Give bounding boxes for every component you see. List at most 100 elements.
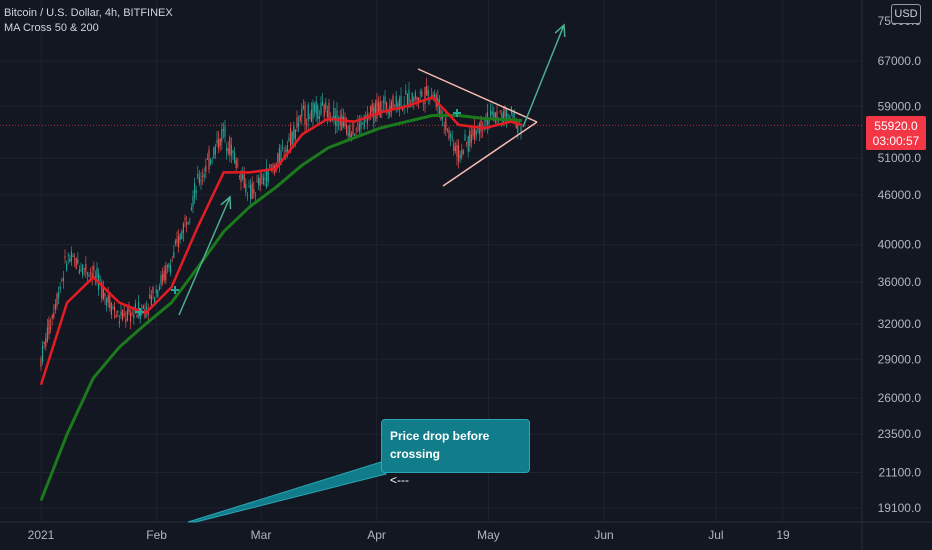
candle-body xyxy=(333,107,335,120)
candle-body xyxy=(285,149,287,152)
candle-body xyxy=(438,99,440,115)
candle-body xyxy=(346,124,348,134)
candle-body xyxy=(314,104,316,112)
candle-body xyxy=(163,270,165,280)
candle-body xyxy=(320,102,322,115)
candle-body xyxy=(154,297,156,303)
candle-body xyxy=(475,130,477,135)
annotation-callout[interactable]: Price drop before crossing <--- xyxy=(381,419,530,487)
candle-body xyxy=(208,149,210,170)
candle-body xyxy=(322,101,324,106)
candle-body xyxy=(424,86,426,104)
bar-countdown: 03:00:57 xyxy=(872,134,920,148)
candle-body xyxy=(261,174,263,178)
candle-body xyxy=(64,256,66,258)
candle-body xyxy=(288,137,290,141)
candle-body xyxy=(176,238,178,243)
candle-body xyxy=(426,85,428,96)
current-price-label: 55920.0 03:00:57 xyxy=(866,116,926,150)
candle-body xyxy=(358,123,360,132)
candle-body xyxy=(467,136,469,152)
candle-body xyxy=(166,265,168,267)
candle-body xyxy=(221,129,223,142)
price-tick-label: 36000.0 xyxy=(878,275,922,289)
candle-body xyxy=(198,177,200,184)
candle-body xyxy=(512,112,514,118)
candle-body xyxy=(99,279,101,281)
candle-body xyxy=(413,97,415,102)
candle-body xyxy=(126,310,128,321)
candle-body xyxy=(48,319,50,335)
candle-body xyxy=(318,116,320,119)
candle-body xyxy=(309,117,311,119)
candle-body xyxy=(136,315,138,318)
candle-body xyxy=(238,176,240,177)
candle-body xyxy=(226,148,228,151)
candle-body xyxy=(451,137,453,139)
candle-body xyxy=(82,264,84,275)
candle-body xyxy=(466,142,468,143)
candle-body xyxy=(494,112,496,123)
candle-body xyxy=(112,307,114,310)
currency-button[interactable]: USD xyxy=(891,4,921,24)
candle-body xyxy=(85,263,87,272)
candle-body xyxy=(362,123,364,124)
candle-body xyxy=(195,190,197,194)
candle-body xyxy=(230,144,232,157)
candle-body xyxy=(472,129,474,137)
candle-body xyxy=(254,194,256,196)
candle-body xyxy=(448,129,450,139)
candle-body xyxy=(142,305,144,309)
candle-body xyxy=(269,164,271,168)
candle-body xyxy=(246,196,248,198)
candle-body xyxy=(264,178,266,180)
candle-body xyxy=(210,160,212,165)
candle-body xyxy=(157,290,159,297)
time-tick-label: 19 xyxy=(776,528,790,542)
candle-body xyxy=(250,184,252,200)
annotation-arrow-text: <--- xyxy=(390,473,409,487)
candle-body xyxy=(379,101,381,118)
candle-body xyxy=(507,114,509,116)
candle-body xyxy=(59,286,61,290)
candle-body xyxy=(491,111,493,115)
time-tick-label: 2021 xyxy=(28,528,55,542)
candle-body xyxy=(213,147,215,159)
candle-body xyxy=(182,223,184,234)
candle-body xyxy=(294,129,296,139)
candle-body xyxy=(237,164,239,166)
candle-body xyxy=(488,119,490,124)
candle-body xyxy=(474,125,476,140)
candle-body xyxy=(382,100,384,103)
candle-body xyxy=(202,176,204,177)
ma-slow-line xyxy=(39,114,523,502)
time-tick-label: Apr xyxy=(367,528,386,542)
candle-body xyxy=(190,207,192,211)
triangle-upper-trendline xyxy=(417,68,538,123)
candle-body xyxy=(160,275,162,285)
candle-body xyxy=(174,240,176,244)
candle-body xyxy=(245,183,247,193)
candle-body xyxy=(374,103,376,117)
projection-arrow-2-head xyxy=(554,23,566,38)
candle-body xyxy=(138,302,140,314)
candle-body xyxy=(115,314,117,318)
price-tick-label: 67000.0 xyxy=(878,54,922,68)
candle-body xyxy=(256,180,258,182)
candle-body xyxy=(94,276,96,279)
candle-body xyxy=(232,150,234,154)
candle-body xyxy=(499,110,501,112)
candle-body xyxy=(480,116,482,132)
candle-body xyxy=(293,126,295,140)
candle-body xyxy=(429,100,431,101)
candle-body xyxy=(301,108,303,117)
candle-body xyxy=(325,102,327,109)
candle-body xyxy=(189,219,191,221)
candle-body xyxy=(352,121,354,135)
candle-body xyxy=(205,165,207,172)
candle-body xyxy=(392,96,394,109)
candle-body xyxy=(277,153,279,163)
candle-body xyxy=(302,106,304,109)
